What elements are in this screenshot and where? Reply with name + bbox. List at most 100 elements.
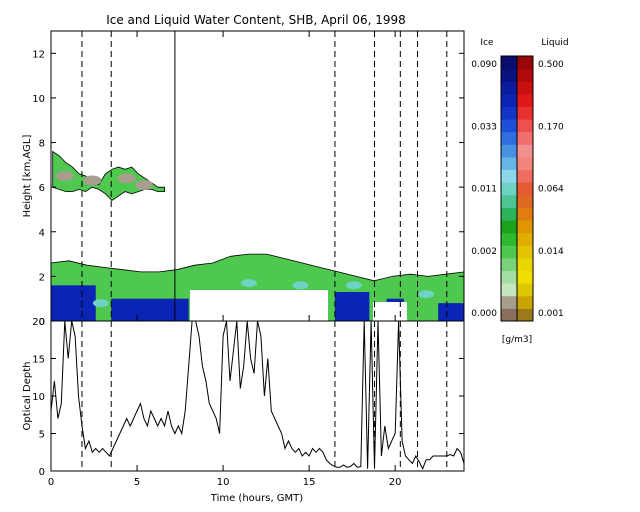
panel2-y-tick-label: 10 [32,392,45,403]
dense-ice-region [438,303,464,321]
panel1-y-tick-label: 8 [39,139,45,150]
ice-colorbar-swatch [501,245,517,259]
upper-cloud-gray-cell [117,173,136,184]
panel2-y-tick-label: 0 [39,467,45,478]
panel1-y-label: Height [km,AGL] [22,135,33,218]
liquid-colorbar-swatch [517,182,533,196]
x-axis-ticks: 0 5 10 15 20 [48,31,402,488]
panel1-y-tick-label: 10 [32,94,45,105]
dense-ice-region [111,298,189,321]
ice-colorbar-swatch [501,119,517,133]
x-tick-label: 10 [217,477,230,488]
liquid-colorbar-swatch [517,257,533,272]
x-tick-label: 5 [134,477,140,488]
colorbar-ice-label: Ice [480,38,494,48]
ice-colorbar-swatch [501,169,517,183]
liquid-colorbar-swatch [517,232,533,246]
upper-cloud-gray-cell [55,171,74,181]
liquid-colorbar-frame [516,55,534,322]
liquid-colorbar-swatch [517,194,533,208]
ice-colorbar-swatch [501,220,517,234]
dense-ice-region [51,285,96,321]
panel2-vertical-lines [81,321,448,471]
colorbar-units: [g/m3] [502,335,532,345]
ice-colorbar-swatch [501,308,517,322]
lower-cloud-cell [418,290,435,299]
ice-colorbar-swatch [501,106,517,120]
liquid-colorbar-swatch [517,270,533,284]
liquid-colorbar-swatch [517,81,533,95]
liquid-colorbar-tick-label: 0.064 [538,185,564,195]
panel2-y-tick-label: 20 [32,317,45,328]
x-tick-label: 0 [48,477,54,488]
x-axis-label: Time (hours, GMT) [210,493,304,504]
chart-title: Ice and Liquid Water Content, SHB, April… [106,13,406,27]
panel2-y-tick-label: 5 [39,430,45,441]
ice-colorbar-swatch [501,81,517,95]
ice-colorbar [501,56,517,322]
ice-colorbar-swatch [501,144,517,158]
upper-cloud-gray-cell [134,179,153,190]
optical-depth-series-line [50,320,465,471]
x-tick-label: 15 [303,477,316,488]
ice-colorbar-swatch [501,93,517,107]
ice-colorbar-swatch [501,131,517,145]
panel2-y-label: Optical Depth [22,362,33,431]
ice-colorbar-swatch [501,283,517,297]
liquid-colorbar [517,56,533,322]
liquid-colorbar-swatch [517,169,533,183]
colorbar: Ice Liquid 0.090 0.500 0.033 0.170 0.011 0.06… [471,38,568,345]
lower-cloud-cell [292,281,309,290]
upper-cloud-layer [52,150,165,202]
dense-ice-region [334,292,370,321]
data-gap-2 [373,302,407,321]
panel1-y-tick-label: 12 [32,49,45,60]
lower-cloud-cell [345,281,362,290]
lower-cloud-cell [92,299,109,308]
ice-colorbar-swatch [501,56,517,70]
x-tick-label: 20 [389,477,402,488]
liquid-colorbar-swatch [517,295,533,309]
panel1-y-tick-label: 2 [39,272,45,283]
upper-cloud-gray-cell [83,175,102,186]
panel1-y-tick-label: 0 [39,317,45,328]
liquid-colorbar-swatch [517,207,533,221]
ice-colorbar-swatch [501,270,517,284]
water-content-panel: 0 2 4 6 8 10 12 Height [km,AGL] [22,30,465,328]
panel1-y-tick-label: 4 [39,228,45,239]
panel2-y-tick-label: 15 [32,355,45,366]
liquid-colorbar-tick-label: 0.170 [538,122,564,132]
colorbar-ticks: 0.090 0.500 0.033 0.170 0.011 0.064 0.002 0.014… [471,60,564,319]
liquid-colorbar-swatch [517,245,533,259]
panel2-y-ticks: 0 5 10 15 20 [32,317,464,478]
liquid-colorbar-swatch [517,283,533,297]
panel1-y-ticks: 0 2 4 6 8 10 12 [32,49,464,328]
ice-colorbar-swatch [501,207,517,221]
ice-colorbar-swatch [501,156,517,171]
liquid-colorbar-swatch [517,68,533,82]
liquid-colorbar-swatch [517,56,533,70]
liquid-colorbar-swatch [517,156,533,171]
ice-colorbar-tick-label: 0.000 [471,309,497,319]
liquid-colorbar-swatch [517,119,533,133]
colorbar-liquid-label: Liquid [541,38,568,48]
ice-colorbar-tick-label: 0.002 [471,247,497,257]
liquid-colorbar-tick-label: 0.001 [538,309,564,319]
data-gap-1 [190,290,328,321]
ice-colorbar-tick-label: 0.090 [471,60,497,70]
ice-colorbar-swatch [501,68,517,82]
panel1-y-tick-label: 6 [39,183,45,194]
liquid-colorbar-tick-label: 0.014 [538,247,564,257]
liquid-colorbar-swatch [517,131,533,145]
ice-colorbar-swatch [501,232,517,246]
liquid-colorbar-swatch [517,144,533,158]
ice-colorbar-swatch [501,257,517,272]
liquid-colorbar-tick-label: 0.500 [538,60,564,70]
ice-colorbar-tick-label: 0.011 [471,185,497,195]
ice-colorbar-swatch [501,295,517,309]
ice-colorbar-swatch [501,182,517,196]
panel1-vertical-lines [81,31,448,321]
liquid-colorbar-swatch [517,93,533,107]
